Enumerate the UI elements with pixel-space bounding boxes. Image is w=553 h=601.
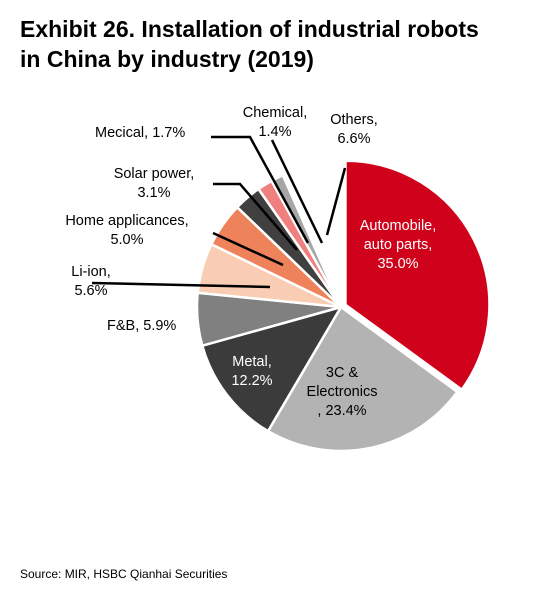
slice-label-2: 3C & Electronics , 23.4% xyxy=(307,365,378,419)
slice-label-1-line-1: Automobile, xyxy=(360,218,437,234)
source-note: Source: MIR, HSBC Qianhai Securities xyxy=(20,567,228,581)
slice-label-7-line-2: 3.1% xyxy=(137,185,170,201)
slice-label-9-line-2: 1.4% xyxy=(258,124,291,140)
slice-label-3: Metal, 12.2% xyxy=(231,354,272,389)
slice-label-8-line-1: Mecical, 1.7% xyxy=(95,125,185,141)
pie-slice-10 xyxy=(281,161,343,309)
leader-line-6 xyxy=(212,231,284,267)
slice-label-10-line-1: Others, xyxy=(330,112,378,128)
leader-lines xyxy=(91,135,347,289)
slice-label-5-line-2: 5.6% xyxy=(74,283,107,299)
slice-label-10-line-2: 6.6% xyxy=(337,131,370,147)
slice-label-2-line-1: 3C & xyxy=(326,365,359,381)
slice-label-6: Home applicances, 5.0% xyxy=(65,213,188,248)
chart-title-line-2: in China by industry (2019) xyxy=(20,46,314,72)
slice-label-6-line-2: 5.0% xyxy=(110,232,143,248)
slice-label-7-line-1: Solar power, xyxy=(114,166,195,182)
slice-label-2-line-3: , 23.4% xyxy=(317,403,366,419)
slice-label-7: Solar power, 3.1% xyxy=(114,166,195,201)
slice-label-10: Others, 6.6% xyxy=(330,112,378,147)
leader-line-5 xyxy=(91,281,271,289)
slice-labels: Automobile, auto parts, 35.0% 3C & Electroni… xyxy=(65,105,436,419)
leader-line-10 xyxy=(325,167,347,236)
slice-label-9-line-1: Chemical, xyxy=(243,105,307,121)
slice-label-8: Mecical, 1.7% xyxy=(95,125,185,141)
slice-label-2-line-2: Electronics xyxy=(307,384,378,400)
slice-label-1: Automobile, auto parts, 35.0% xyxy=(360,218,437,272)
pie-slice-1 xyxy=(344,159,491,391)
pie-slice-2 xyxy=(266,305,459,453)
slice-label-6-line-1: Home applicances, xyxy=(65,213,188,229)
pie-slices xyxy=(195,159,491,453)
slice-label-1-line-2: auto parts, xyxy=(364,237,433,253)
slice-label-3-line-1: Metal, xyxy=(232,354,272,370)
slice-label-5-line-1: Li-ion, xyxy=(71,264,111,280)
leader-line-7 xyxy=(213,182,298,251)
leader-line-8 xyxy=(211,135,310,244)
chart-title-line-1: Exhibit 26. Installation of industrial r… xyxy=(20,16,479,42)
slice-label-4-line-1: F&B, 5.9% xyxy=(107,318,176,334)
slice-label-1-line-3: 35.0% xyxy=(377,256,418,272)
slice-label-9: Chemical, 1.4% xyxy=(243,105,307,140)
slice-label-3-line-2: 12.2% xyxy=(231,373,272,389)
slice-label-4: F&B, 5.9% xyxy=(107,318,176,334)
leader-line-9 xyxy=(270,139,324,244)
chart-title: Exhibit 26. Installation of industrial r… xyxy=(20,14,545,74)
slice-label-5: Li-ion, 5.6% xyxy=(71,264,111,299)
pie-slice-3 xyxy=(201,305,343,433)
